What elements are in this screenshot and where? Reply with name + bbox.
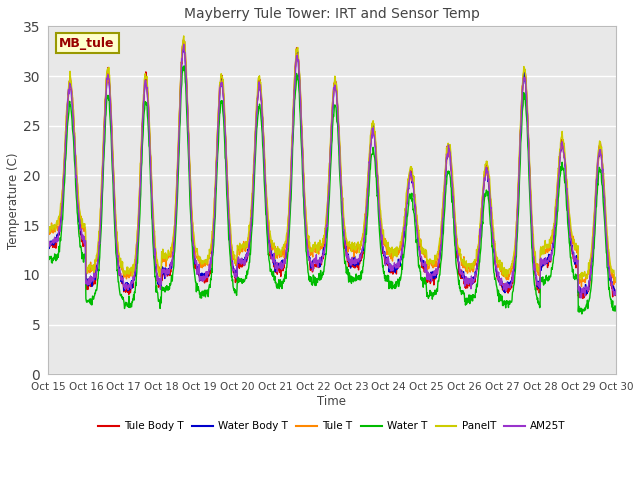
Legend: Tule Body T, Water Body T, Tule T, Water T, PanelT, AM25T: Tule Body T, Water Body T, Tule T, Water… [94,417,570,435]
Y-axis label: Temperature (C): Temperature (C) [7,152,20,249]
X-axis label: Time: Time [317,395,346,408]
Title: Mayberry Tule Tower: IRT and Sensor Temp: Mayberry Tule Tower: IRT and Sensor Temp [184,7,480,21]
Text: MB_tule: MB_tule [60,37,115,50]
